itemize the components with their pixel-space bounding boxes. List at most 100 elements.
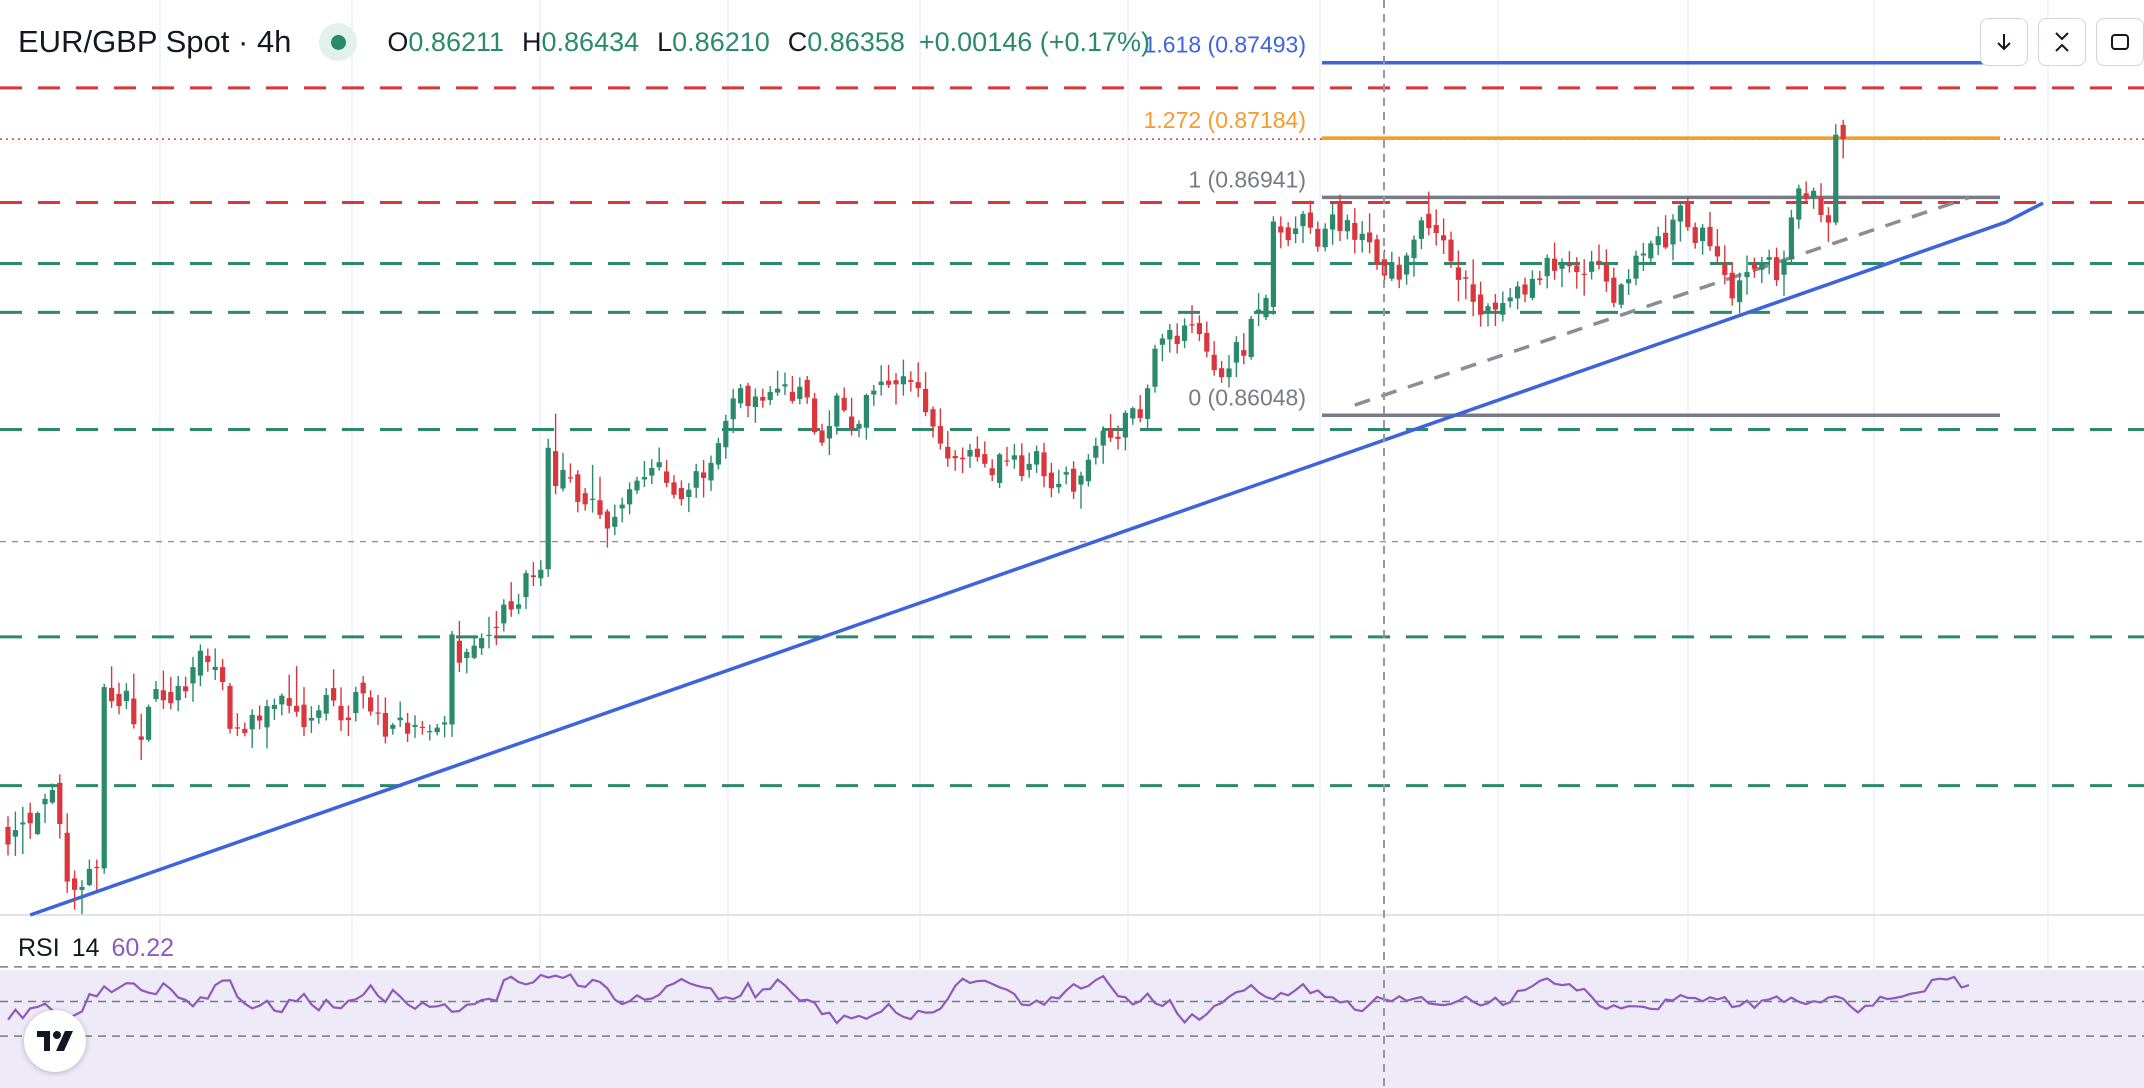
candle: [397, 701, 403, 727]
candle: [1307, 200, 1313, 234]
candle: [664, 460, 670, 488]
candle: [479, 633, 485, 655]
candle: [908, 371, 914, 392]
candle: [582, 488, 588, 511]
symbol-title[interactable]: EUR/GBP Spot · 4h: [18, 24, 292, 59]
fullscreen-button[interactable]: [2096, 18, 2144, 66]
candle: [1211, 341, 1217, 376]
candle: [767, 386, 773, 406]
candle: [937, 408, 943, 450]
candle: [1359, 221, 1365, 253]
candle: [1174, 323, 1180, 354]
arrow-down-icon: [1997, 34, 2011, 51]
candle: [1552, 242, 1558, 280]
candle: [871, 385, 877, 406]
candle: [1685, 196, 1691, 231]
candle: [1241, 333, 1247, 365]
candle: [1596, 244, 1602, 270]
fib-level-label: 1.618 (0.87493): [1144, 32, 1306, 58]
candle: [1729, 262, 1735, 306]
grid: [159, 0, 2049, 1088]
rsi-value: 60.22: [111, 934, 175, 962]
open-label: O: [387, 26, 409, 57]
candle: [1159, 333, 1165, 362]
candle: [1078, 471, 1084, 509]
candle: [1108, 414, 1114, 442]
candle: [960, 447, 966, 474]
collapse-button[interactable]: [2038, 18, 2086, 66]
candle: [945, 431, 951, 467]
high-label: H: [522, 26, 542, 57]
fibonacci-extension: 1.618 (0.87493) 1.272 (0.87184) 1 (0.86941…: [1144, 32, 2000, 418]
candle: [1226, 355, 1232, 388]
market-status-icon[interactable]: [319, 23, 358, 61]
candle: [286, 674, 292, 714]
candle: [72, 870, 78, 910]
candle: [227, 682, 233, 734]
candle: [974, 436, 980, 462]
candle: [649, 459, 655, 485]
candle: [1737, 272, 1743, 314]
candle: [109, 666, 115, 708]
candle: [27, 802, 33, 839]
candle: [575, 470, 581, 513]
candle: [1774, 247, 1780, 286]
candle: [900, 359, 906, 396]
candle: [1655, 226, 1661, 255]
candle: [138, 713, 144, 761]
scroll-to-latest-button[interactable]: [1980, 18, 2028, 66]
candle: [175, 675, 181, 712]
candle: [434, 723, 440, 736]
candle: [190, 656, 196, 702]
candle: [1611, 267, 1617, 308]
candle: [1071, 461, 1077, 499]
candle: [752, 388, 758, 423]
low-value: 0.86210: [672, 26, 770, 57]
rsi-pane: [0, 966, 2144, 1037]
fib-level-label: 1 (0.86941): [1188, 166, 1306, 192]
candle: [634, 476, 640, 495]
candle: [841, 387, 847, 413]
candle: [168, 676, 174, 710]
candle: [1374, 234, 1380, 270]
candle: [405, 712, 411, 743]
candle: [671, 475, 677, 499]
candle: [242, 722, 248, 737]
trendline-support[interactable]: [29, 220, 2007, 917]
candle: [316, 704, 322, 724]
candle: [331, 669, 337, 707]
rsi-name[interactable]: RSI: [18, 934, 60, 962]
tradingview-logo[interactable]: [24, 1010, 86, 1072]
candle: [1115, 425, 1121, 450]
candle: [745, 382, 751, 418]
tradingview-logo-icon: [37, 1031, 73, 1051]
candle: [1270, 216, 1276, 315]
candle: [1130, 406, 1136, 425]
candle: [812, 392, 818, 435]
candle: [797, 377, 803, 405]
trendlines: [29, 195, 2044, 917]
open-value: 0.86211: [408, 26, 505, 57]
candle: [1485, 303, 1491, 327]
rsi-period: 14: [71, 934, 100, 962]
candle: [1840, 119, 1846, 159]
candle: [782, 372, 788, 396]
candle: [338, 687, 344, 732]
candle: [294, 666, 300, 717]
candle: [205, 648, 211, 672]
candle: [86, 859, 92, 887]
candle: [1707, 211, 1713, 251]
candle: [1670, 214, 1676, 261]
collapse-icon: [2055, 32, 2069, 52]
candle: [1056, 469, 1062, 494]
candles: [5, 119, 1846, 915]
candle: [1441, 218, 1447, 255]
candle: [1589, 250, 1595, 280]
trendline-channel[interactable]: [1354, 195, 1970, 407]
close-label: C: [787, 26, 808, 57]
candle: [323, 688, 329, 721]
candle: [619, 497, 625, 523]
candle: [819, 423, 825, 446]
candle: [923, 372, 929, 417]
